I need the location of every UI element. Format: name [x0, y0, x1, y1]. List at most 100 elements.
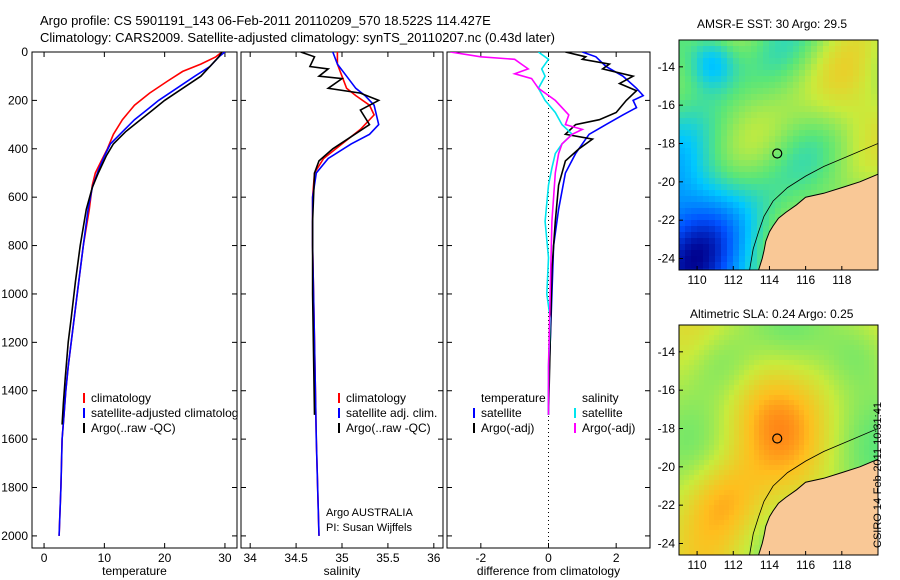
map-sst-cell — [781, 142, 788, 149]
map-sla-cell — [819, 430, 825, 436]
map-sla-cell — [839, 395, 845, 401]
map-sst-cell — [787, 124, 794, 131]
map-sla-land — [758, 459, 878, 555]
map-sla-cell — [859, 340, 865, 346]
map-sla-cell — [794, 480, 800, 486]
map-sla-cell — [809, 375, 815, 381]
map-sst-cell — [835, 118, 842, 125]
map-sst-cell — [739, 124, 746, 131]
map-sla-cell — [749, 360, 755, 366]
map-sst-cell — [775, 148, 782, 155]
map-sst-cell — [709, 130, 716, 137]
map-sst-cell — [865, 88, 872, 95]
map-sst-cell — [691, 166, 698, 173]
map-sst-cell — [817, 88, 824, 95]
temperature-xlabel: temperature — [102, 564, 167, 578]
map-sla-cell — [789, 445, 795, 451]
map-sla-cell — [724, 355, 730, 361]
map-sla-cell — [769, 370, 775, 376]
map-sla-cell — [789, 460, 795, 466]
map-sla-cell — [774, 375, 780, 381]
map-sst-cell — [757, 154, 764, 161]
map-sla-cell — [764, 465, 770, 471]
map-sla-cell — [789, 400, 795, 406]
map-sst-cell — [703, 238, 710, 245]
map-sla-cell — [824, 395, 830, 401]
map-sst-cell — [769, 40, 776, 47]
map-sla-cell — [794, 390, 800, 396]
map-sla-cell — [714, 530, 720, 536]
map-sst-cell — [805, 160, 812, 167]
map-sla-cell — [799, 475, 805, 481]
map-sla-cell — [719, 425, 725, 431]
map-sst-cell — [679, 88, 686, 95]
map-sla-cell — [709, 445, 715, 451]
map-sst-cell — [811, 142, 818, 149]
map-sst-cell — [775, 130, 782, 137]
map-sst-cell — [709, 262, 716, 269]
temperature-xtick-label: 10 — [98, 551, 112, 565]
map-sla-cell — [849, 435, 855, 441]
map-sla-cell — [709, 510, 715, 516]
map-sla-cell — [744, 400, 750, 406]
map-sla-cell — [694, 445, 700, 451]
map-sla-cell — [744, 440, 750, 446]
map-sla-cell — [844, 340, 850, 346]
map-sst-cell — [835, 46, 842, 53]
map-sst-cell — [751, 106, 758, 113]
map-sla-cell — [714, 520, 720, 526]
map-sla-cell — [704, 370, 710, 376]
map-sst-cell — [769, 196, 776, 203]
map-sla-cell — [809, 400, 815, 406]
map-sst-cell — [799, 112, 806, 119]
map-sla-cell — [754, 415, 760, 421]
map-sla-cell — [874, 405, 878, 411]
map-sst-cell — [763, 112, 770, 119]
temperature-axes-box — [31, 51, 238, 549]
map-sla-cell — [844, 355, 850, 361]
map-sla-cell — [809, 340, 815, 346]
map-sst-cell — [763, 40, 770, 47]
map-sla-cell — [839, 335, 845, 341]
map-sst-cell — [781, 166, 788, 173]
map-sst-cell — [799, 148, 806, 155]
map-sla-cell — [819, 475, 825, 481]
map-sst-cell — [793, 160, 800, 167]
map-sla-cell — [759, 395, 765, 401]
map-sla-cell — [699, 470, 705, 476]
map-sst-cell — [823, 148, 830, 155]
map-sla-cell — [819, 330, 825, 336]
map-sla-cell — [829, 455, 835, 461]
map-sst-cell — [847, 70, 854, 77]
map-sla-ytick-label: -20 — [658, 460, 676, 474]
map-sst-cell — [679, 76, 686, 83]
temperature-xtick-label: 0 — [41, 551, 48, 565]
map-sst-cell — [859, 154, 866, 161]
map-sla-cell — [869, 355, 875, 361]
map-sst-cell — [739, 70, 746, 77]
map-sst-cell — [751, 94, 758, 101]
map-sla-cell — [804, 425, 810, 431]
map-sst-cell — [715, 142, 722, 149]
map-sst-cell — [853, 172, 860, 179]
map-sst-cell — [769, 52, 776, 59]
map-sla-cell — [834, 410, 840, 416]
map-sla-cell — [734, 425, 740, 431]
map-sla-cell — [689, 395, 695, 401]
map-sst-cell — [751, 118, 758, 125]
map-sla-cell — [779, 340, 785, 346]
map-sla-cell — [709, 355, 715, 361]
map-sst-cell — [865, 148, 872, 155]
map-sla-cell — [694, 350, 700, 356]
map-sla-cell — [809, 460, 815, 466]
map-sst-cell — [697, 220, 704, 227]
map-sla-cell — [719, 420, 725, 426]
map-sla-cell — [724, 475, 730, 481]
map-sla-cell — [789, 415, 795, 421]
diff-legend-salinity-title: salinity — [582, 391, 619, 405]
map-sla-cell — [719, 465, 725, 471]
map-sla-cell — [814, 425, 820, 431]
map-sla-cell — [844, 380, 850, 386]
map-sst-cell — [703, 190, 710, 197]
map-sst-cell — [835, 142, 842, 149]
